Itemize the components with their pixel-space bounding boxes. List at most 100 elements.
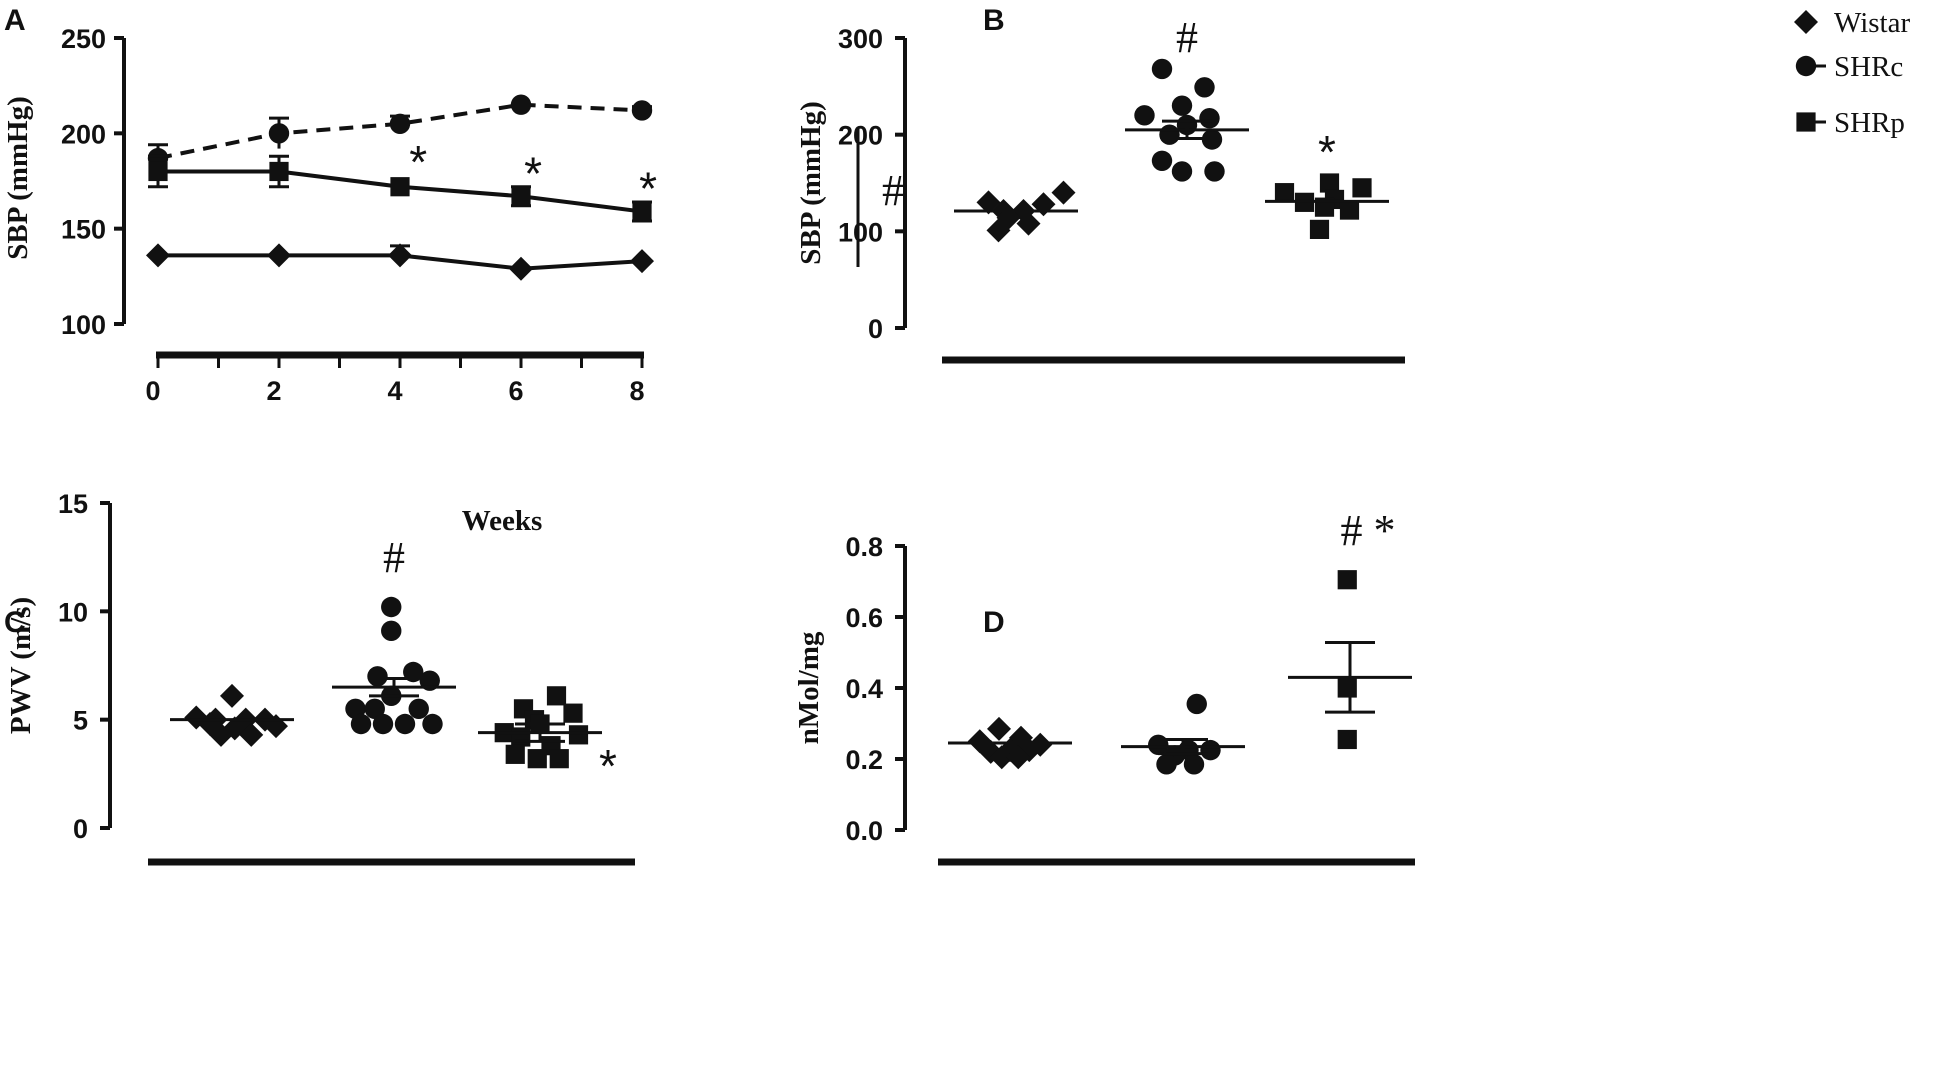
square-point-shrp bbox=[568, 725, 589, 745]
y-tick-label-c: 5 bbox=[73, 706, 88, 736]
series-line-shrc bbox=[157, 102, 643, 161]
diamond-point-wistar bbox=[986, 218, 1011, 243]
significance-shrp-c: * bbox=[599, 740, 617, 792]
circle-point-shrc bbox=[1204, 161, 1225, 182]
panel-letter-a: A bbox=[4, 4, 26, 37]
circle-marker-shrc bbox=[631, 100, 653, 121]
circle-point-shrc bbox=[1159, 124, 1180, 145]
y-tick-label-a: 250 bbox=[61, 24, 106, 54]
panel-b: B 0 100 200 300 SBP (mmHg) # * bbox=[795, 4, 1405, 364]
significance-shrc-b: # bbox=[1176, 13, 1198, 62]
circle-point-shrc bbox=[1151, 150, 1173, 171]
panel-letter-d: D bbox=[983, 606, 1005, 639]
circle-marker-shrc bbox=[389, 113, 411, 134]
square-point-shrp bbox=[511, 727, 531, 747]
y-axis-title-d: nMol/mg bbox=[793, 631, 825, 744]
diamond-point-wistar bbox=[1016, 211, 1041, 236]
legend-label-shrp: SHRp bbox=[1834, 107, 1905, 139]
y-tick-label-c: 15 bbox=[58, 489, 88, 519]
circle-point-shrc bbox=[394, 713, 416, 735]
square-point-shrp bbox=[1274, 183, 1295, 203]
legend-label-wistar: Wistar bbox=[1834, 7, 1910, 39]
diamond-point-wistar bbox=[220, 683, 244, 708]
x-axis-title-a: Weeks bbox=[462, 505, 543, 537]
y-tick-label-a: 200 bbox=[61, 119, 106, 149]
x-tick-label-a: 2 bbox=[266, 376, 281, 406]
x-tick-label-a: 8 bbox=[629, 376, 644, 406]
y-tick-label-d: 0.4 bbox=[845, 674, 883, 704]
significance-shrp-d: # * bbox=[1341, 506, 1396, 555]
circle-point-shrc bbox=[1194, 77, 1215, 98]
square-point-shrp bbox=[563, 703, 583, 723]
y-axis-title-a: SBP (mmHg) bbox=[2, 96, 34, 260]
y-axis-title-b: SBP (mmHg) bbox=[795, 101, 827, 265]
diamond-marker-wistar bbox=[630, 249, 654, 274]
circle-point-shrc bbox=[1156, 754, 1177, 775]
x-tick-label-a: 0 bbox=[145, 376, 160, 406]
diamond-point-wistar bbox=[239, 722, 264, 747]
panel-c: C 0 5 10 15 PWV (m/s) # * bbox=[4, 489, 635, 866]
circle-point-shrc bbox=[422, 713, 443, 735]
significance-star-a: * bbox=[409, 136, 427, 188]
y-tick-label-b: 300 bbox=[838, 24, 883, 54]
panel-d: D 0.0 0.2 0.4 0.6 0.8 nMol/mg # * bbox=[793, 506, 1415, 866]
circle-point-shrc bbox=[367, 666, 388, 687]
diamond-marker-wistar bbox=[509, 256, 533, 281]
significance-star-a: * bbox=[639, 163, 657, 215]
circle-point-shrc bbox=[372, 713, 394, 735]
circle-point-shrc bbox=[1171, 95, 1193, 116]
legend-label-shrc: SHRc bbox=[1834, 51, 1903, 83]
y-tick-label-c: 10 bbox=[58, 597, 88, 627]
diamond-marker-wistar bbox=[388, 243, 412, 268]
circle-point-shrc bbox=[1171, 161, 1193, 182]
circle-point-shrc bbox=[1186, 693, 1207, 715]
y-tick-label-b: 100 bbox=[838, 217, 883, 247]
diamond-marker-wistar bbox=[267, 243, 291, 268]
diamond-point-wistar bbox=[1031, 192, 1056, 217]
circle-point-shrc bbox=[1134, 105, 1155, 126]
diamond-icon bbox=[1794, 10, 1818, 34]
square-point-shrp bbox=[1352, 178, 1372, 198]
y-tick-label-a: 100 bbox=[61, 310, 106, 340]
panel-letter-b: B bbox=[983, 4, 1005, 37]
x-tick-label-a: 4 bbox=[387, 376, 402, 406]
circle-marker-shrc bbox=[510, 94, 532, 115]
circle-point-shrc bbox=[1183, 754, 1205, 775]
diamond-point-wistar bbox=[1051, 180, 1076, 205]
circle-point-shrc bbox=[1151, 58, 1173, 80]
circle-point-shrc bbox=[381, 596, 402, 618]
square-marker-shrp bbox=[269, 161, 289, 182]
circle-point-shrc bbox=[364, 698, 385, 720]
square-point-shrp bbox=[1339, 200, 1360, 220]
circle-point-shrc bbox=[1199, 108, 1220, 129]
significance-shrp-b: * bbox=[1318, 126, 1336, 178]
square-marker-shrp bbox=[148, 161, 168, 182]
significance-hash-a: # bbox=[882, 166, 904, 215]
legend: Wistar SHRc SHRp bbox=[1794, 7, 1910, 139]
square-marker-shrp bbox=[632, 201, 652, 222]
significance-shrc-c: # bbox=[383, 533, 405, 582]
y-tick-label-b: 0 bbox=[868, 314, 883, 344]
y-tick-label-d: 0.0 bbox=[845, 816, 883, 846]
panel-letter-c: C bbox=[4, 606, 26, 639]
square-point-shrp bbox=[1337, 729, 1357, 750]
y-tick-label-b: 200 bbox=[838, 121, 883, 151]
significance-star-a: * bbox=[524, 147, 542, 199]
circle-icon bbox=[1795, 55, 1817, 77]
square-icon bbox=[1796, 112, 1816, 132]
panel-c-plot: 0 5 10 15 PWV (m/s) # * bbox=[5, 489, 635, 866]
x-tick-label-a: 6 bbox=[508, 376, 523, 406]
y-axis-title-c: PWV (m/s) bbox=[5, 597, 37, 734]
panel-d-plot: 0.0 0.2 0.4 0.6 0.8 nMol/mg # * bbox=[793, 506, 1415, 866]
panel-b-plot: 0 100 200 300 SBP (mmHg) # * bbox=[795, 13, 1405, 364]
square-point-shrp bbox=[1309, 219, 1330, 239]
square-point-shrp bbox=[1319, 173, 1340, 193]
diamond-marker-wistar bbox=[146, 243, 170, 268]
square-marker-shrp bbox=[390, 177, 410, 197]
diamond-point-wistar bbox=[1006, 745, 1031, 770]
y-tick-label-d: 0.6 bbox=[845, 603, 883, 633]
circle-marker-shrc bbox=[268, 123, 290, 144]
circle-point-shrc bbox=[350, 713, 372, 735]
